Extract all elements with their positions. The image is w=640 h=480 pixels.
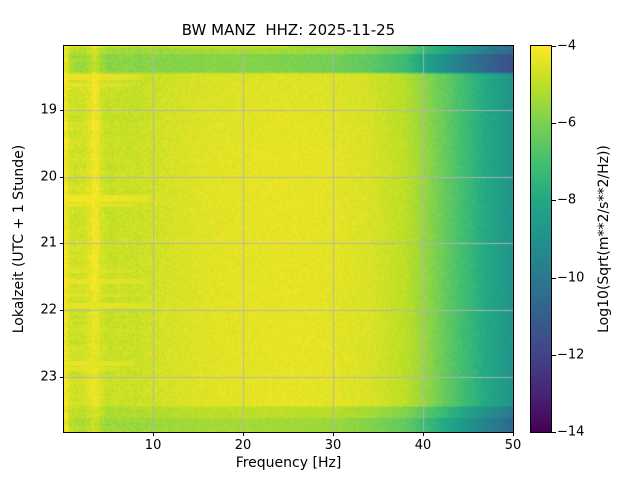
colorbar-tick-mark	[552, 278, 556, 279]
colorbar-tick-label: −6	[557, 115, 577, 131]
x-tick-mark	[513, 432, 514, 436]
y-tick-label: 19	[40, 102, 57, 118]
y-tick-label: 23	[40, 369, 57, 385]
colorbar-tick-label: −14	[557, 424, 585, 440]
x-tick-label: 40	[414, 438, 432, 453]
colorbar-tick-mark	[552, 46, 556, 47]
x-tick-mark	[153, 432, 154, 436]
plot-title: BW MANZ HHZ: 2025-11-25	[181, 21, 396, 39]
colorbar-tick-label: −10	[557, 270, 585, 286]
y-axis-label: Lokalzeit (UTC + 1 Stunde)	[11, 144, 27, 334]
colorbar	[530, 45, 552, 433]
colorbar-label: Log10(Sqrt(m**2/s**2/Hz))	[596, 145, 612, 333]
y-tick-label: 21	[40, 235, 57, 251]
colorbar-tick-mark	[552, 200, 556, 201]
colorbar-tick-mark	[552, 123, 556, 124]
colorbar-tick-mark	[552, 432, 556, 433]
x-tick-label: 10	[144, 438, 162, 453]
colorbar-tick-label: −8	[557, 192, 577, 208]
colorbar-tick-label: −12	[557, 347, 585, 363]
x-axis-label: Frequency [Hz]	[235, 455, 342, 471]
x-tick-label: 20	[234, 438, 252, 453]
y-tick-label: 20	[40, 169, 57, 185]
x-tick-label: 50	[504, 438, 522, 453]
colorbar-tick-mark	[552, 355, 556, 356]
x-tick-mark	[243, 432, 244, 436]
x-tick-mark	[423, 432, 424, 436]
x-tick-label: 30	[324, 438, 342, 453]
y-tick-label: 22	[40, 302, 57, 318]
spectrogram-heatmap	[64, 46, 513, 432]
x-tick-mark	[333, 432, 334, 436]
colorbar-tick-label: −4	[557, 38, 577, 54]
